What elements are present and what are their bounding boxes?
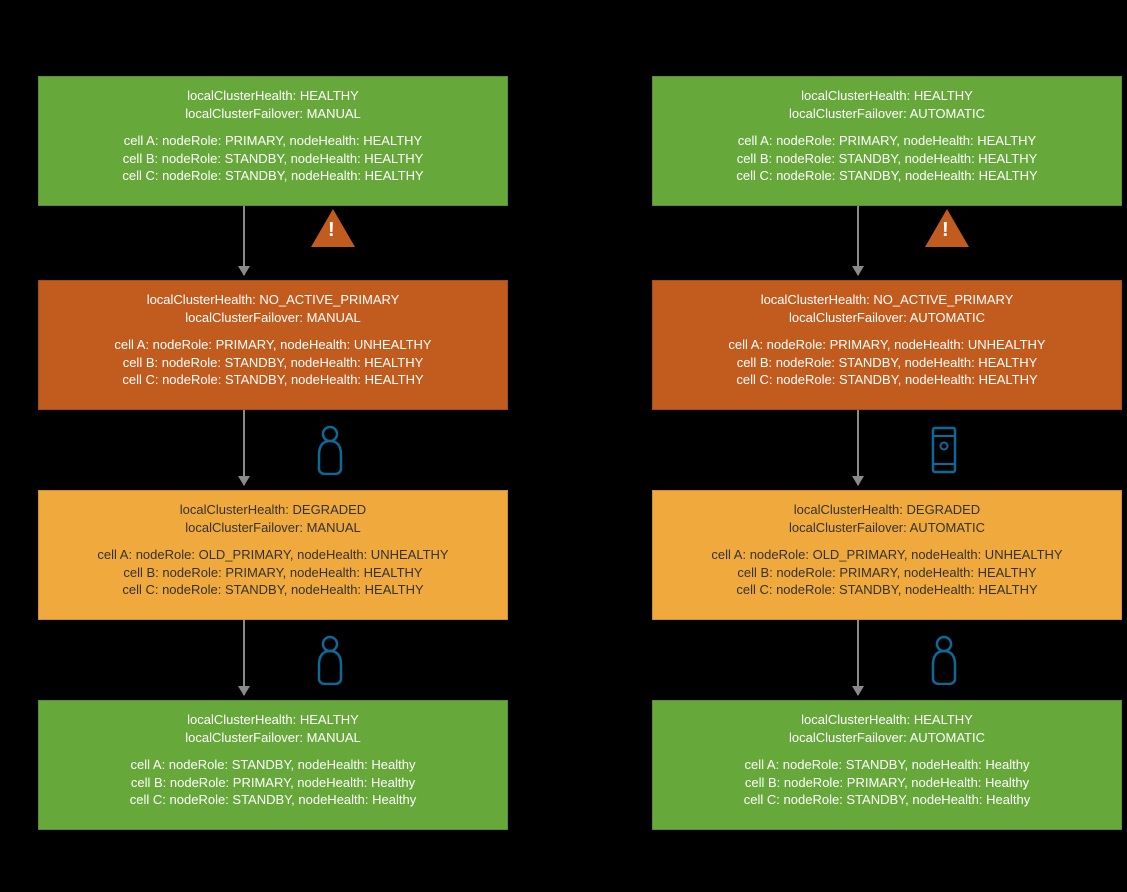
cell-line: cell C: nodeRole: STANDBY, nodeHealth: H…: [661, 581, 1113, 599]
box-header: localClusterHealth: HEALTHYlocalClusterF…: [661, 711, 1113, 746]
arrow: [857, 410, 859, 485]
arrow: [243, 206, 245, 275]
header-line: localClusterHealth: HEALTHY: [47, 711, 499, 729]
box-cells: cell A: nodeRole: OLD_PRIMARY, nodeHealt…: [47, 546, 499, 599]
warning-icon: !: [311, 209, 355, 247]
header-line: localClusterFailover: MANUAL: [47, 729, 499, 747]
box-cells: cell A: nodeRole: STANDBY, nodeHealth: H…: [661, 756, 1113, 809]
cell-line: cell C: nodeRole: STANDBY, nodeHealth: H…: [47, 581, 499, 599]
header-line: localClusterFailover: MANUAL: [47, 105, 499, 123]
person-icon: [315, 635, 345, 685]
warning-icon: !: [925, 209, 969, 247]
cell-line: cell B: nodeRole: STANDBY, nodeHealth: H…: [47, 150, 499, 168]
header-line: localClusterHealth: NO_ACTIVE_PRIMARY: [47, 291, 499, 309]
header-line: localClusterHealth: DEGRADED: [47, 501, 499, 519]
flowchart-canvas: localClusterHealth: HEALTHYlocalClusterF…: [0, 0, 1127, 892]
cell-line: cell C: nodeRole: STANDBY, nodeHealth: H…: [661, 167, 1113, 185]
box-header: localClusterHealth: HEALTHYlocalClusterF…: [47, 711, 499, 746]
cell-line: cell B: nodeRole: STANDBY, nodeHealth: H…: [47, 354, 499, 372]
box-header: localClusterHealth: HEALTHYlocalClusterF…: [47, 87, 499, 122]
person-icon: [929, 635, 959, 685]
cell-line: cell C: nodeRole: STANDBY, nodeHealth: H…: [661, 371, 1113, 389]
device-icon: [931, 426, 957, 474]
cell-line: cell B: nodeRole: PRIMARY, nodeHealth: H…: [47, 564, 499, 582]
box-cells: cell A: nodeRole: PRIMARY, nodeHealth: H…: [661, 132, 1113, 185]
box-cells: cell A: nodeRole: PRIMARY, nodeHealth: U…: [661, 336, 1113, 389]
header-line: localClusterFailover: AUTOMATIC: [661, 309, 1113, 327]
warning-bang: !: [328, 219, 335, 242]
cell-line: cell A: nodeRole: OLD_PRIMARY, nodeHealt…: [47, 546, 499, 564]
cell-line: cell A: nodeRole: STANDBY, nodeHealth: H…: [661, 756, 1113, 774]
box-cells: cell A: nodeRole: OLD_PRIMARY, nodeHealt…: [661, 546, 1113, 599]
cell-line: cell C: nodeRole: STANDBY, nodeHealth: H…: [47, 371, 499, 389]
cell-line: cell B: nodeRole: PRIMARY, nodeHealth: H…: [47, 774, 499, 792]
box-cells: cell A: nodeRole: PRIMARY, nodeHealth: H…: [47, 132, 499, 185]
state-box: localClusterHealth: HEALTHYlocalClusterF…: [38, 700, 508, 830]
header-line: localClusterFailover: MANUAL: [47, 519, 499, 537]
cell-line: cell A: nodeRole: STANDBY, nodeHealth: H…: [47, 756, 499, 774]
header-line: localClusterHealth: HEALTHY: [47, 87, 499, 105]
header-line: localClusterHealth: NO_ACTIVE_PRIMARY: [661, 291, 1113, 309]
header-line: localClusterFailover: MANUAL: [47, 309, 499, 327]
arrow: [243, 410, 245, 485]
box-header: localClusterHealth: NO_ACTIVE_PRIMARYloc…: [661, 291, 1113, 326]
state-box: localClusterHealth: HEALTHYlocalClusterF…: [38, 76, 508, 206]
cell-line: cell A: nodeRole: PRIMARY, nodeHealth: H…: [47, 132, 499, 150]
cell-line: cell C: nodeRole: STANDBY, nodeHealth: H…: [47, 791, 499, 809]
cell-line: cell A: nodeRole: PRIMARY, nodeHealth: U…: [661, 336, 1113, 354]
box-header: localClusterHealth: NO_ACTIVE_PRIMARYloc…: [47, 291, 499, 326]
arrow: [857, 620, 859, 695]
header-line: localClusterHealth: DEGRADED: [661, 501, 1113, 519]
header-line: localClusterFailover: AUTOMATIC: [661, 519, 1113, 537]
box-header: localClusterHealth: DEGRADEDlocalCluster…: [47, 501, 499, 536]
cell-line: cell A: nodeRole: PRIMARY, nodeHealth: H…: [661, 132, 1113, 150]
cell-line: cell B: nodeRole: STANDBY, nodeHealth: H…: [661, 354, 1113, 372]
cell-line: cell A: nodeRole: PRIMARY, nodeHealth: U…: [47, 336, 499, 354]
box-cells: cell A: nodeRole: STANDBY, nodeHealth: H…: [47, 756, 499, 809]
arrow: [857, 206, 859, 275]
header-line: localClusterFailover: AUTOMATIC: [661, 729, 1113, 747]
cell-line: cell A: nodeRole: OLD_PRIMARY, nodeHealt…: [661, 546, 1113, 564]
cell-line: cell B: nodeRole: PRIMARY, nodeHealth: H…: [661, 774, 1113, 792]
header-line: localClusterHealth: HEALTHY: [661, 711, 1113, 729]
header-line: localClusterFailover: AUTOMATIC: [661, 105, 1113, 123]
cell-line: cell C: nodeRole: STANDBY, nodeHealth: H…: [661, 791, 1113, 809]
state-box: localClusterHealth: NO_ACTIVE_PRIMARYloc…: [652, 280, 1122, 410]
box-cells: cell A: nodeRole: PRIMARY, nodeHealth: U…: [47, 336, 499, 389]
state-box: localClusterHealth: DEGRADEDlocalCluster…: [652, 490, 1122, 620]
box-header: localClusterHealth: HEALTHYlocalClusterF…: [661, 87, 1113, 122]
state-box: localClusterHealth: HEALTHYlocalClusterF…: [652, 700, 1122, 830]
cell-line: cell B: nodeRole: PRIMARY, nodeHealth: H…: [661, 564, 1113, 582]
arrow: [243, 620, 245, 695]
person-icon: [315, 425, 345, 475]
cell-line: cell C: nodeRole: STANDBY, nodeHealth: H…: [47, 167, 499, 185]
state-box: localClusterHealth: DEGRADEDlocalCluster…: [38, 490, 508, 620]
header-line: localClusterHealth: HEALTHY: [661, 87, 1113, 105]
box-header: localClusterHealth: DEGRADEDlocalCluster…: [661, 501, 1113, 536]
state-box: localClusterHealth: HEALTHYlocalClusterF…: [652, 76, 1122, 206]
cell-line: cell B: nodeRole: STANDBY, nodeHealth: H…: [661, 150, 1113, 168]
warning-bang: !: [942, 219, 949, 242]
state-box: localClusterHealth: NO_ACTIVE_PRIMARYloc…: [38, 280, 508, 410]
